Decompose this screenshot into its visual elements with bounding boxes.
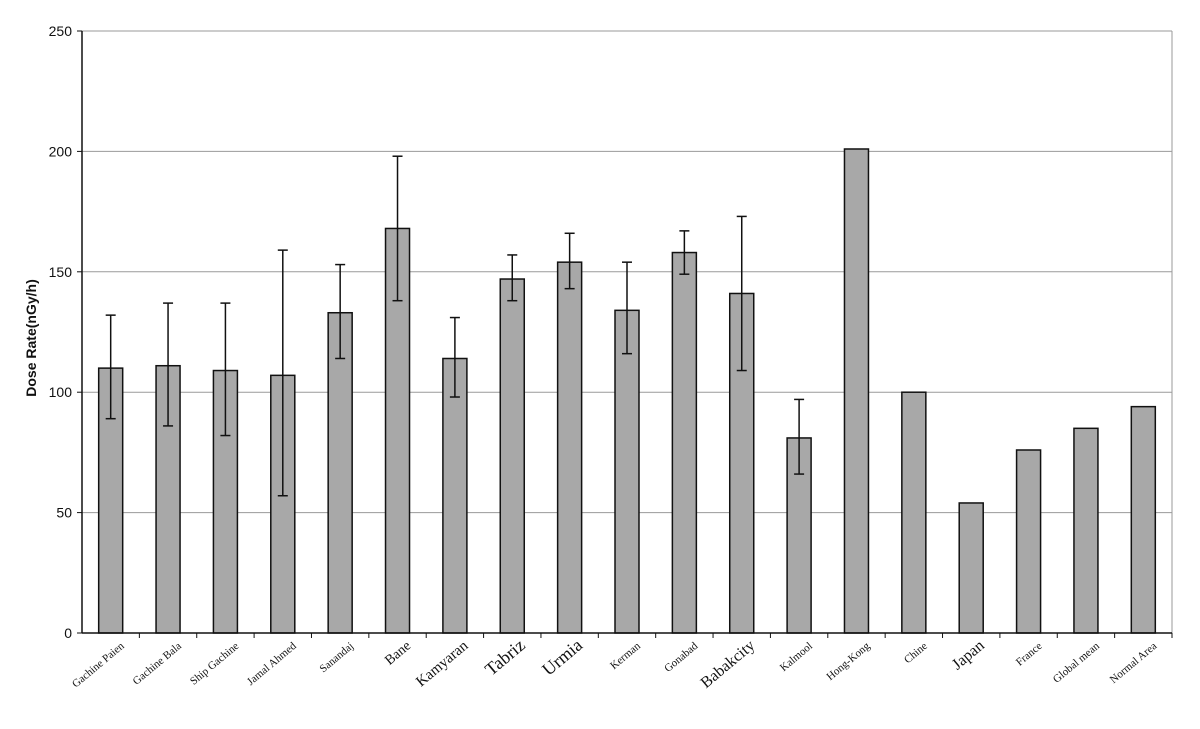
bar-14 — [901, 391, 927, 634]
bar-13 — [843, 148, 870, 634]
y-axis-label: Dose Rate(nGy/h) — [23, 279, 39, 396]
x-tick-label: Jamal Ahmed — [245, 640, 299, 688]
bar-10 — [671, 251, 698, 634]
bar-18 — [1130, 405, 1157, 634]
y-tick-label: 250 — [49, 23, 73, 39]
x-tick-label: Sanandaj — [317, 640, 356, 675]
bar-7 — [499, 278, 526, 634]
x-tick-label: Kalmool — [778, 640, 815, 674]
y-tick-label: 100 — [49, 384, 73, 400]
axes — [77, 30, 1173, 638]
x-tick-label: Chine — [902, 640, 930, 666]
error-bars — [105, 155, 805, 497]
x-tick-label: Normal Area — [1108, 640, 1160, 686]
x-tick-label: Kerman — [608, 640, 643, 672]
x-tick-label: Global mean — [1051, 640, 1102, 686]
x-tick-label: France — [1014, 640, 1045, 669]
x-tick-label: Japan — [949, 637, 988, 673]
bar-15 — [958, 502, 984, 634]
x-tick-label: Gachine Bala — [131, 640, 184, 688]
bar-17 — [1073, 427, 1099, 634]
x-tick-label: Kamyaran — [413, 637, 472, 690]
x-tick-label: Hong-Kong — [824, 640, 872, 683]
x-tick-label: Tabriz — [481, 635, 529, 680]
axis-labels: Dose Rate(nGy/h) 0 50 100 150 200 250 Gachine … — [23, 23, 1159, 692]
x-tick-label: Babakcity — [698, 637, 759, 692]
y-tick-label: 200 — [49, 143, 73, 159]
bar-8 — [556, 261, 583, 634]
x-tick-label: Gonabad — [662, 640, 701, 675]
x-tick-label: Gachine Paien — [70, 640, 127, 691]
x-tick-label: Ship Gachine — [188, 640, 241, 688]
x-tick-label: Bane — [382, 639, 414, 669]
bar-6 — [442, 357, 468, 634]
y-tick-label: 50 — [56, 505, 72, 521]
bars — [97, 148, 1157, 634]
y-tick-label: 150 — [49, 264, 73, 280]
x-tick-label: Urmia — [538, 635, 586, 680]
bar-16 — [1015, 449, 1042, 634]
bar-9 — [614, 309, 640, 634]
y-tick-label: 0 — [64, 625, 72, 641]
bar-4 — [327, 311, 353, 634]
